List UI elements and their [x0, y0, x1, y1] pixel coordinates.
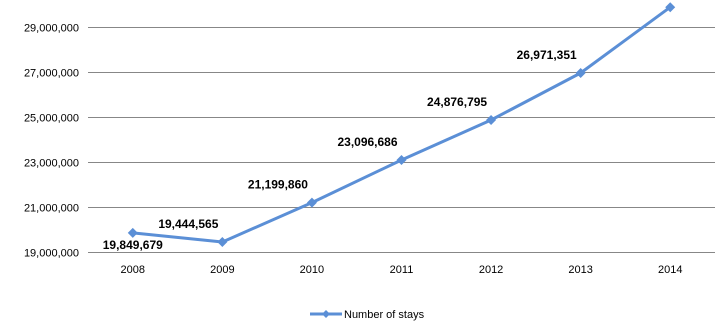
data-point: [575, 68, 586, 79]
series-number-of-stays: [127, 2, 676, 248]
x-tick-label: 2013: [568, 264, 592, 276]
x-tick-label: 2009: [210, 264, 234, 276]
y-axis-tick-labels: 19,000,000 21,000,000 23,000,000 25,000,000…: [24, 23, 79, 260]
y-tick-label: 23,000,000: [24, 158, 79, 170]
x-tick-label: 2014: [658, 264, 682, 276]
data-labels: 19,849,679 19,444,565 21,199,860 23,096,686…: [103, 48, 577, 252]
legend-label: Number of stays: [344, 309, 425, 321]
data-label: 19,849,679: [103, 238, 163, 252]
data-point: [127, 227, 138, 238]
data-label: 21,199,860: [248, 178, 308, 192]
legend: Number of stays: [310, 309, 425, 321]
y-tick-label: 19,000,000: [24, 248, 79, 260]
y-tick-label: 27,000,000: [24, 68, 79, 80]
data-label: 23,096,686: [337, 135, 397, 149]
data-point: [217, 237, 228, 248]
y-tick-label: 21,000,000: [24, 203, 79, 215]
data-point: [486, 115, 497, 126]
x-tick-label: 2008: [121, 264, 145, 276]
series-line: [132, 5, 672, 244]
data-point: [306, 197, 317, 208]
y-tick-label: 25,000,000: [24, 113, 79, 125]
legend-marker: [322, 310, 330, 318]
x-tick-label: 2010: [300, 264, 324, 276]
data-label: 26,971,351: [517, 48, 577, 62]
y-tick-label: 29,000,000: [24, 23, 79, 35]
data-point: [396, 155, 407, 166]
data-label: 24,876,795: [427, 95, 487, 109]
x-tick-label: 2011: [390, 264, 414, 276]
data-label: 19,444,565: [158, 217, 218, 231]
x-tick-label: 2012: [479, 264, 503, 276]
x-axis-tick-labels: 2008 2009 2010 2011 2012 2013 2014: [121, 264, 683, 276]
data-point: [665, 2, 676, 13]
